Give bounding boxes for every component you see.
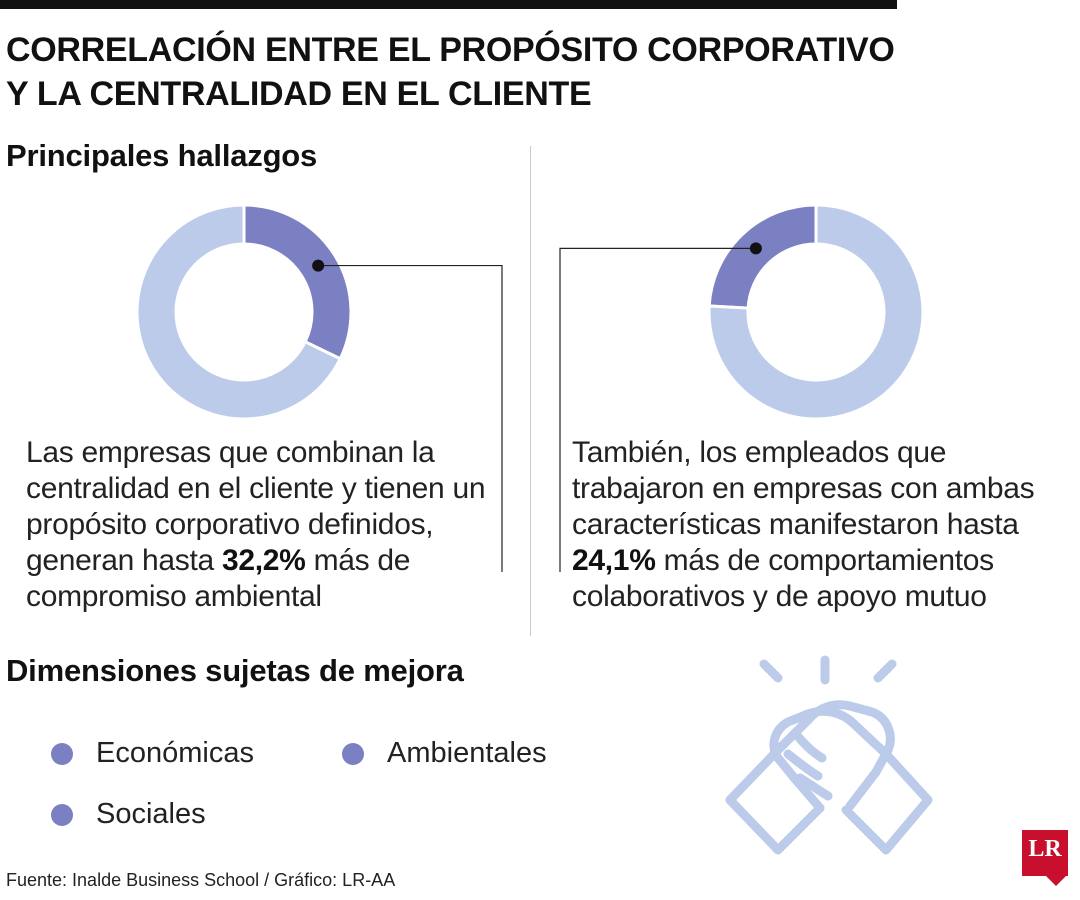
legend-item-sociales: Sociales	[51, 798, 206, 831]
page-title: CORRELACIÓN ENTRE EL PROPÓSITO CORPORATI…	[6, 28, 1006, 116]
finding-text-1: Las empresas que combinan la centralidad…	[26, 435, 506, 615]
findings-heading: Principales hallazgos	[6, 138, 318, 173]
finding-text-2: También, los empleados que trabajaron en…	[572, 435, 1080, 615]
legend-item-economicas: Económicas	[51, 737, 254, 770]
legend-dot	[51, 803, 73, 826]
title-line-2: Y LA CENTRALIDAD EN EL CLIENTE	[6, 75, 592, 113]
donut-1-slice-1	[242, 203, 353, 361]
donut-2-slice-2	[707, 203, 925, 421]
finding-1-tail: más de compromiso ambiental	[26, 544, 411, 613]
finding-1-text: Las empresas que combinan la centralidad…	[26, 436, 486, 577]
source-note: Fuente: Inalde Business School / Gráfico…	[6, 870, 396, 890]
donut-1-leader-line	[318, 264, 503, 572]
legend-dot	[51, 742, 73, 765]
column-divider	[530, 146, 531, 636]
donut-1-slice-2	[135, 203, 343, 421]
finding-2-text: También, los empleados que trabajaron en…	[572, 436, 1035, 541]
legend-label: Sociales	[96, 798, 206, 830]
lr-logo: LR	[1022, 830, 1068, 886]
finding-1-value: 32,2%	[221, 544, 306, 577]
donut-charts	[135, 203, 925, 572]
lr-logo-text: LR	[1028, 836, 1062, 862]
finding-2-value: 24,1%	[572, 544, 656, 577]
finding-2-tail: más de comportamientos colaborativos y d…	[572, 544, 994, 613]
legend-dot	[342, 742, 364, 765]
title-line-1: CORRELACIÓN ENTRE EL PROPÓSITO CORPORATI…	[6, 31, 895, 69]
donut-2-slice-1	[707, 203, 818, 310]
top-rule	[0, 0, 897, 9]
dimensions-heading: Dimensiones sujetas de mejora	[6, 653, 464, 688]
legend-item-ambientales: Ambientales	[342, 737, 547, 770]
donut-1-marker-dot	[312, 259, 325, 272]
legend-label: Económicas	[96, 737, 254, 769]
legend-label: Ambientales	[387, 737, 547, 769]
donut-2-marker-dot	[749, 242, 762, 255]
handshake-icon	[725, 655, 933, 855]
donut-2-leader-line	[559, 247, 756, 572]
